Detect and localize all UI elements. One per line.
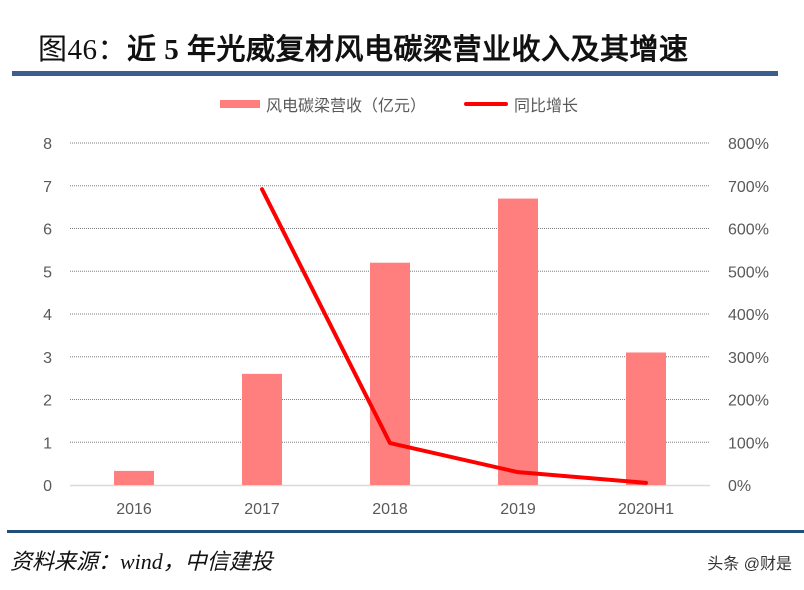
x-axis-label: 2020H1 bbox=[618, 501, 674, 518]
left-axis-tick: 8 bbox=[43, 136, 52, 153]
chart-legend: 风电碳梁营收（亿元） 同比增长 bbox=[220, 92, 616, 116]
left-axis-tick: 6 bbox=[43, 222, 52, 239]
right-axis-tick: 200% bbox=[728, 393, 769, 410]
footer-rule bbox=[7, 530, 804, 533]
x-axis-label: 2017 bbox=[244, 501, 280, 518]
right-axis-tick: 800% bbox=[728, 136, 769, 153]
title-rule bbox=[12, 71, 778, 76]
legend-item-growth: 同比增长 bbox=[464, 92, 578, 116]
revenue-bar bbox=[498, 198, 538, 485]
legend-label-revenue: 风电碳梁营收（亿元） bbox=[266, 98, 427, 115]
left-axis-tick: 3 bbox=[43, 350, 52, 367]
combo-chart: 0 1 2 3 4 5 6 7 8 0% 100% 200% 300% 400% 500% 600% 700% 8… bbox=[43, 136, 769, 518]
right-axis-tick: 0% bbox=[728, 478, 751, 495]
left-axis-tick: 1 bbox=[43, 435, 52, 452]
growth-line bbox=[260, 187, 648, 485]
right-axis-tick: 400% bbox=[728, 307, 769, 324]
bar-swatch-icon bbox=[220, 100, 260, 108]
legend-item-revenue: 风电碳梁营收（亿元） bbox=[220, 92, 426, 116]
title-text: 近 5 年光威复材风电碳梁营业收入及其增速 bbox=[127, 34, 689, 66]
left-axis-tick: 7 bbox=[43, 179, 52, 196]
left-axis-tick: 2 bbox=[43, 393, 52, 410]
revenue-bar bbox=[626, 352, 666, 485]
legend-label-growth: 同比增长 bbox=[514, 98, 579, 115]
figure-title: 图46：近 5 年光威复材风电碳梁营业收入及其增速 bbox=[38, 26, 689, 68]
source-note: 资料来源：wind，中信建投 bbox=[10, 549, 273, 574]
x-axis-label: 2018 bbox=[372, 501, 408, 518]
left-axis-tick: 4 bbox=[43, 307, 52, 324]
x-axis-label: 2019 bbox=[500, 501, 536, 518]
x-axis-label: 2016 bbox=[116, 501, 152, 518]
left-axis-tick: 0 bbox=[43, 478, 52, 495]
left-axis-tick: 5 bbox=[43, 264, 52, 281]
right-axis-tick: 700% bbox=[728, 179, 769, 196]
revenue-bar bbox=[370, 262, 410, 485]
figure-label: 图46： bbox=[38, 34, 128, 66]
right-axis-tick: 300% bbox=[728, 350, 769, 367]
right-axis-tick: 600% bbox=[728, 222, 769, 239]
revenue-bar bbox=[242, 373, 282, 485]
watermark: 头条 @财是 bbox=[707, 556, 792, 573]
line-swatch-icon bbox=[464, 102, 509, 106]
right-axis-tick: 100% bbox=[728, 435, 769, 452]
revenue-bar bbox=[114, 470, 154, 485]
right-axis-tick: 500% bbox=[728, 264, 769, 281]
